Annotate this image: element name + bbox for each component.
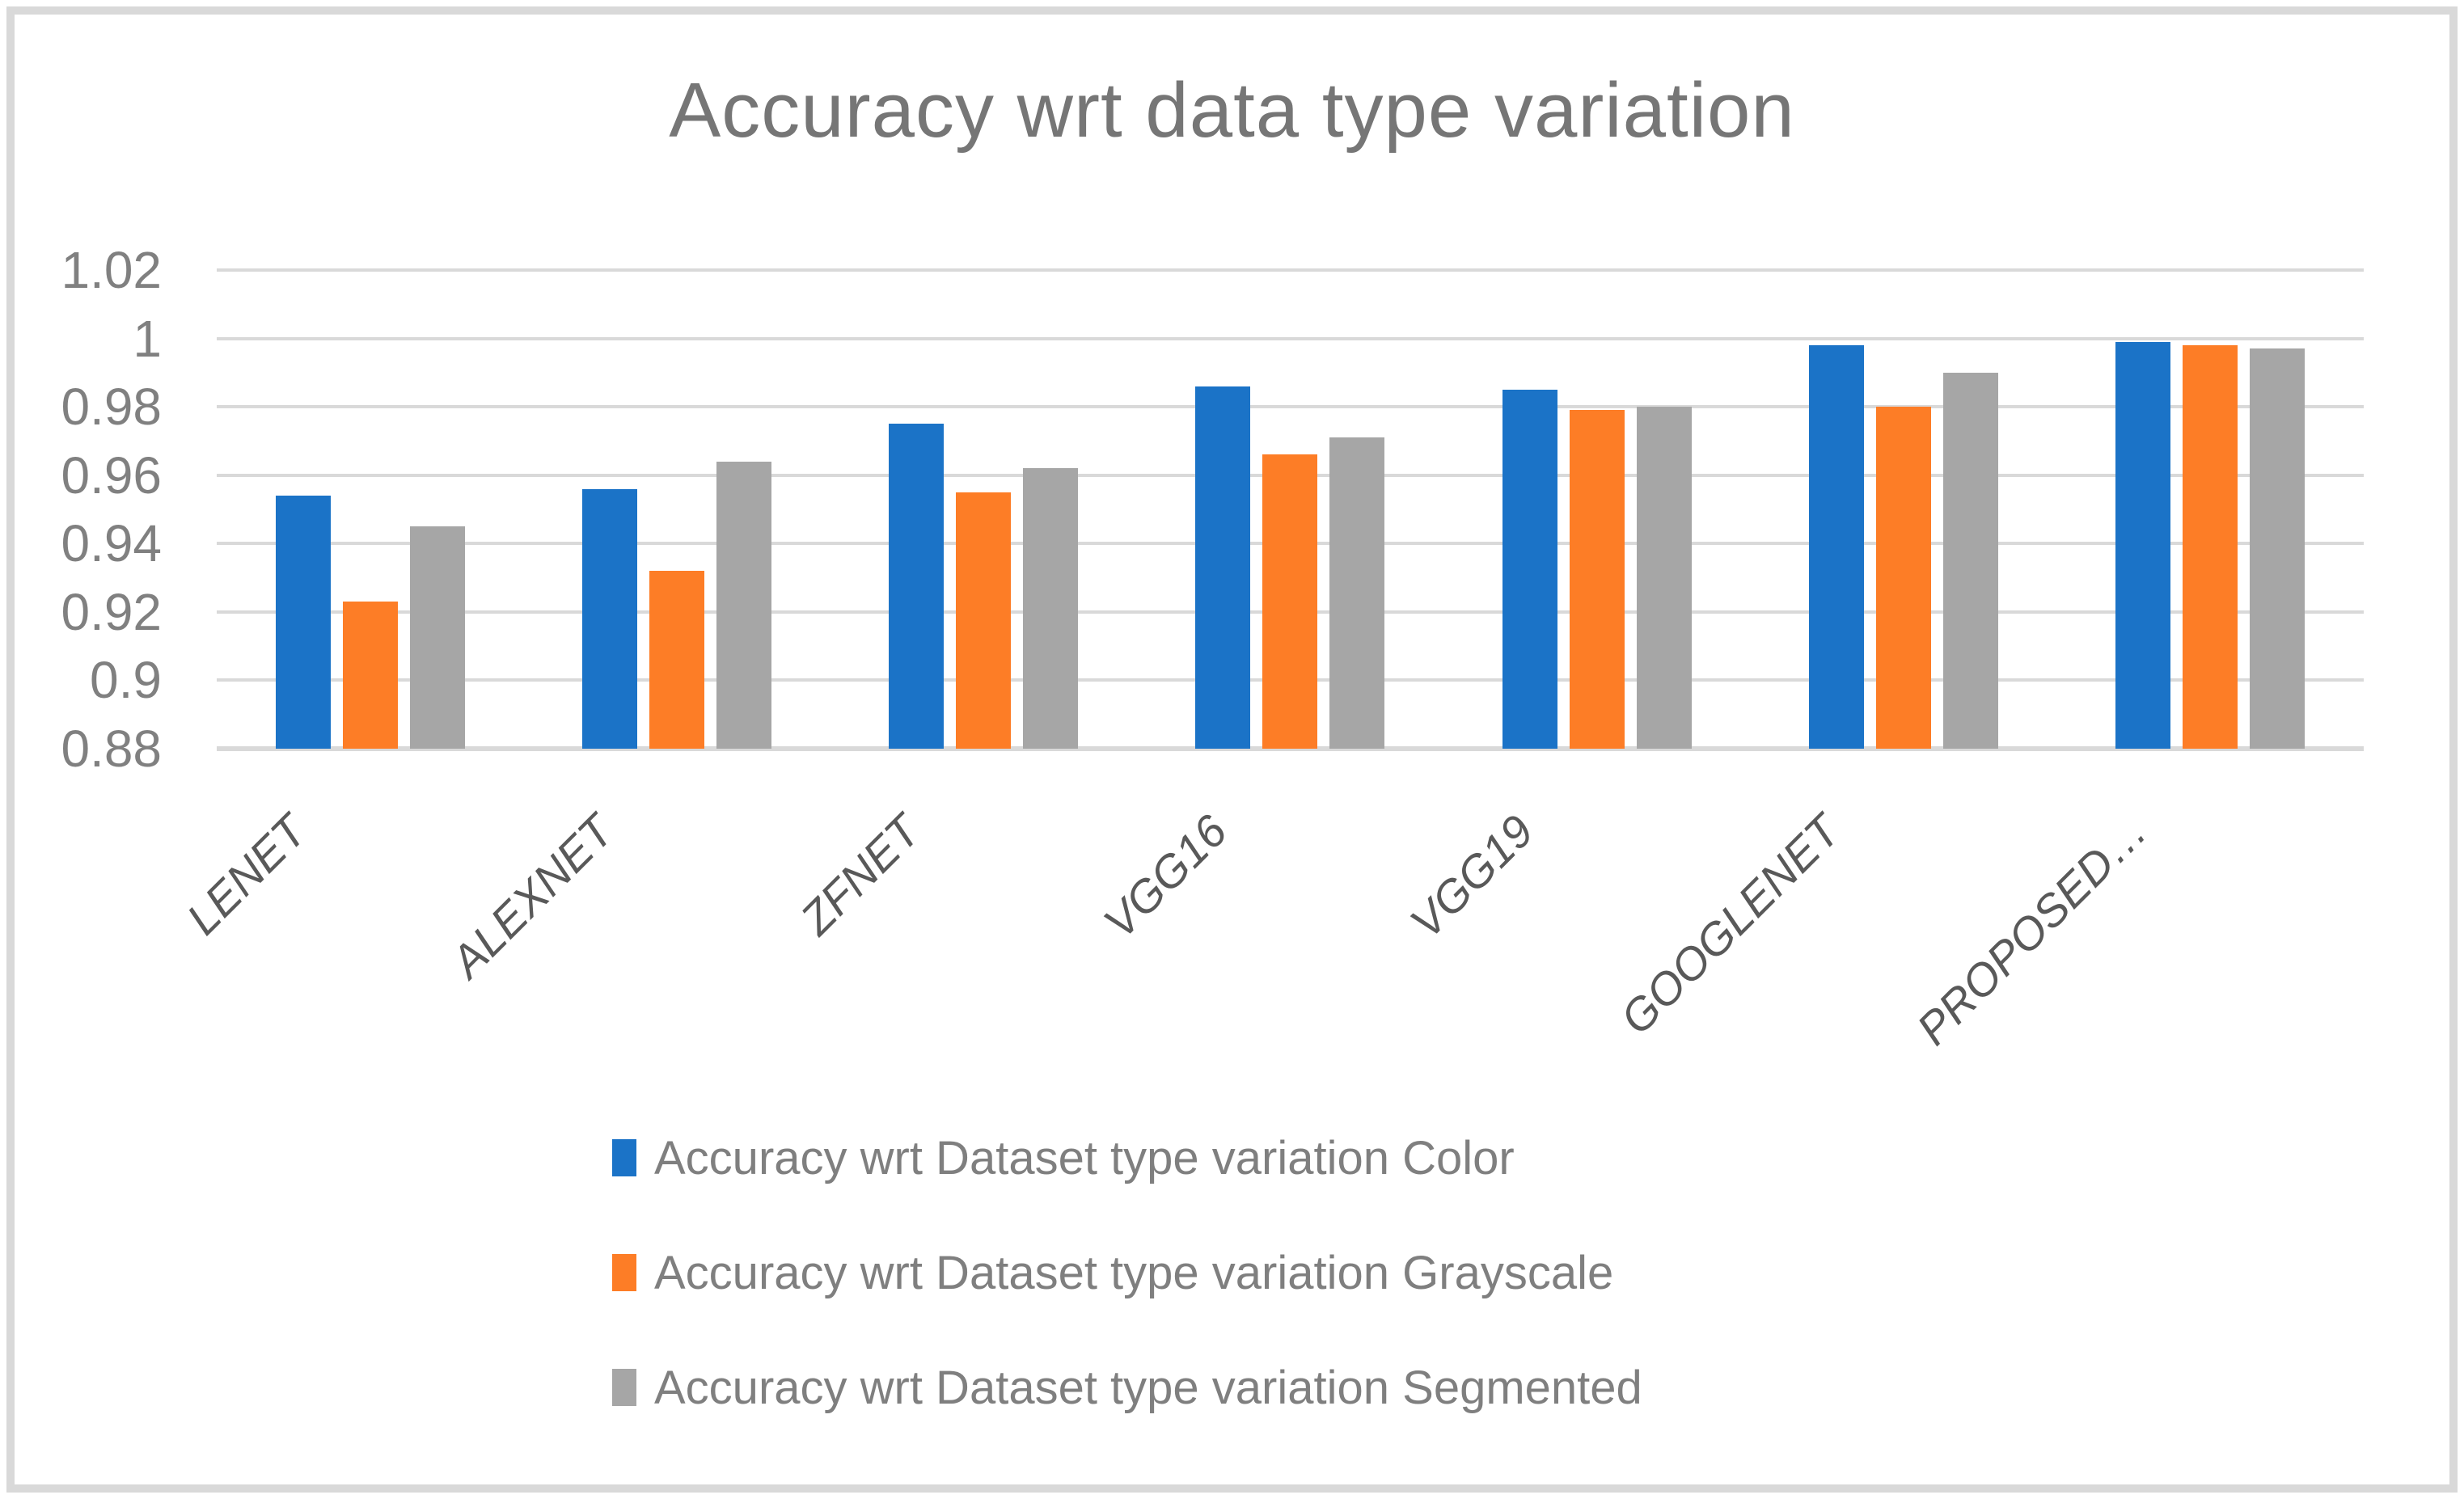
legend-row: Accuracy wrt Dataset type variation Segm…: [612, 1358, 1642, 1417]
gridline: [217, 336, 2364, 340]
bar: [1023, 468, 1079, 749]
y-tick-label: 0.92: [61, 582, 162, 641]
bar: [2183, 345, 2238, 749]
bar: [889, 424, 945, 749]
bar: [1943, 372, 1999, 749]
legend-row: Accuracy wrt Dataset type variation Colo…: [612, 1129, 1642, 1187]
y-tick-label: 1.02: [61, 241, 162, 299]
y-tick-label: 0.88: [61, 720, 162, 778]
bar: [275, 496, 331, 749]
legend-row: Accuracy wrt Dataset type variation Gray…: [612, 1244, 1642, 1302]
bar-group: [523, 270, 830, 749]
bar: [1195, 386, 1251, 749]
bar-group: [1443, 270, 1750, 749]
bar-group: [2057, 270, 2364, 749]
bar: [1502, 390, 1557, 749]
chart-title: Accuracy wrt data type variation: [669, 67, 1795, 154]
bar: [409, 526, 465, 749]
bar: [1569, 410, 1625, 749]
y-tick-label: 0.98: [61, 378, 162, 437]
bar: [649, 571, 704, 749]
y-tick-label: 0.94: [61, 514, 162, 573]
legend-swatch-icon: [612, 1139, 636, 1176]
bar-group: [1137, 270, 1443, 749]
bar: [956, 492, 1012, 749]
legend-swatch-icon: [612, 1254, 636, 1291]
bar-group: [830, 270, 1137, 749]
gridline: [217, 268, 2364, 272]
gridline: [217, 405, 2364, 409]
bar: [1809, 345, 1865, 749]
bar: [1329, 437, 1385, 749]
bar: [716, 461, 771, 749]
legend: Accuracy wrt Dataset type variation Colo…: [612, 1129, 1642, 1473]
bar: [2115, 341, 2171, 749]
y-tick-label: 1: [133, 309, 162, 368]
bar: [1262, 454, 1318, 749]
x-axis-line: [217, 746, 2364, 751]
y-tick-label: 0.9: [90, 651, 162, 710]
bar-group: [217, 270, 523, 749]
bar: [581, 488, 637, 749]
legend-swatch-icon: [612, 1369, 636, 1406]
legend-label: Accuracy wrt Dataset type variation Segm…: [654, 1361, 1642, 1414]
bar: [342, 602, 398, 749]
bar-group: [1750, 270, 2056, 749]
y-tick-label: 0.96: [61, 445, 162, 505]
bar: [2250, 348, 2306, 749]
legend-label: Accuracy wrt Dataset type variation Gray…: [654, 1246, 1614, 1299]
bar: [1876, 407, 1932, 749]
legend-label: Accuracy wrt Dataset type variation Colo…: [654, 1131, 1515, 1184]
bar: [1636, 407, 1692, 749]
